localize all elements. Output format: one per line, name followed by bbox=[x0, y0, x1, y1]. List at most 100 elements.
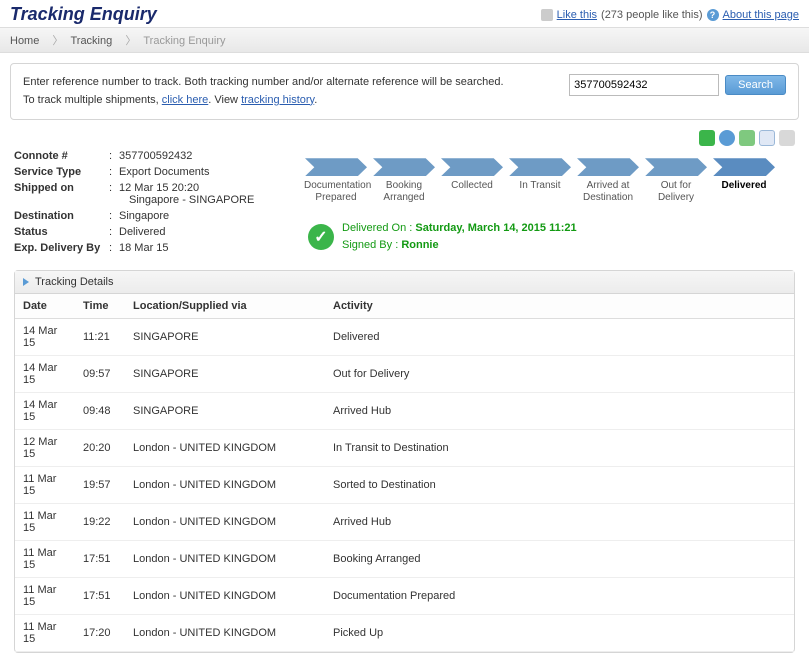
stage-arrow-icon bbox=[577, 158, 639, 176]
stage: Arrived at Destination bbox=[576, 158, 640, 204]
stage: Documentation Prepared bbox=[304, 158, 368, 204]
search-line1: Enter reference number to track. Both tr… bbox=[23, 74, 504, 92]
tracking-number-input[interactable] bbox=[569, 74, 719, 96]
help-icon: ? bbox=[707, 9, 719, 21]
stage-label: Delivered bbox=[712, 180, 776, 192]
cell-location: London - UNITED KINGDOM bbox=[125, 541, 325, 578]
breadcrumb: Home 〉 Tracking 〉 Tracking Enquiry bbox=[0, 27, 809, 53]
search-line2a: To track multiple shipments, bbox=[23, 94, 162, 106]
signed-by-value: Ronnie bbox=[401, 239, 438, 251]
exp-delivery-label: Exp. Delivery By bbox=[14, 242, 109, 254]
cell-activity: In Transit to Destination bbox=[325, 430, 794, 467]
excel-icon[interactable] bbox=[739, 130, 755, 146]
delivery-status: Delivered On : Saturday, March 14, 2015 … bbox=[342, 220, 577, 253]
shipped-on-origin: Singapore - SINGAPORE bbox=[119, 194, 254, 206]
stage-label: Documentation Prepared bbox=[304, 180, 368, 204]
destination-label: Destination bbox=[14, 210, 109, 222]
cell-activity: Delivered bbox=[325, 319, 794, 356]
cell-location: London - UNITED KINGDOM bbox=[125, 430, 325, 467]
col-location: Location/Supplied via bbox=[125, 294, 325, 319]
chevron-icon: 〉 bbox=[125, 35, 136, 47]
delivered-on-label: Delivered On : bbox=[342, 222, 412, 234]
table-row: 11 Mar 1517:51London - UNITED KINGDOMBoo… bbox=[15, 541, 794, 578]
print-icon[interactable] bbox=[779, 130, 795, 146]
stage-label: In Transit bbox=[508, 180, 572, 192]
cell-location: London - UNITED KINGDOM bbox=[125, 615, 325, 652]
col-time: Time bbox=[75, 294, 125, 319]
cell-time: 17:20 bbox=[75, 615, 125, 652]
cell-activity: Out for Delivery bbox=[325, 356, 794, 393]
search-button[interactable]: Search bbox=[725, 75, 786, 95]
tracking-table: Date Time Location/Supplied via Activity… bbox=[15, 294, 794, 652]
col-activity: Activity bbox=[325, 294, 794, 319]
stage-arrow-icon bbox=[305, 158, 367, 176]
cell-date: 14 Mar 15 bbox=[15, 393, 75, 430]
cell-time: 17:51 bbox=[75, 541, 125, 578]
cell-location: London - UNITED KINGDOM bbox=[125, 504, 325, 541]
like-count: (273 people like this) bbox=[601, 9, 703, 21]
about-link[interactable]: About this page bbox=[723, 9, 799, 21]
cell-activity: Documentation Prepared bbox=[325, 578, 794, 615]
globe-icon[interactable] bbox=[719, 130, 735, 146]
cell-location: London - UNITED KINGDOM bbox=[125, 467, 325, 504]
search-line2b: . View bbox=[208, 94, 241, 106]
table-row: 11 Mar 1517:20London - UNITED KINGDOMPic… bbox=[15, 615, 794, 652]
stage: Out for Delivery bbox=[644, 158, 708, 204]
check-icon: ✓ bbox=[308, 224, 334, 250]
stage-arrow-icon bbox=[509, 158, 571, 176]
cell-time: 09:57 bbox=[75, 356, 125, 393]
table-row: 11 Mar 1517:51London - UNITED KINGDOMDoc… bbox=[15, 578, 794, 615]
cell-location: SINGAPORE bbox=[125, 356, 325, 393]
email-icon[interactable] bbox=[759, 130, 775, 146]
service-type-value: Export Documents bbox=[119, 166, 209, 178]
connote-value: 357700592432 bbox=[119, 150, 192, 162]
like-link[interactable]: Like this bbox=[557, 9, 597, 21]
cell-date: 11 Mar 15 bbox=[15, 578, 75, 615]
cell-date: 11 Mar 15 bbox=[15, 504, 75, 541]
stage: Delivered bbox=[712, 158, 776, 204]
destination-value: Singapore bbox=[119, 210, 169, 222]
click-here-link[interactable]: click here bbox=[162, 94, 208, 106]
table-row: 12 Mar 1520:20London - UNITED KINGDOMIn … bbox=[15, 430, 794, 467]
status-value: Delivered bbox=[119, 226, 165, 238]
connote-label: Connote # bbox=[14, 150, 109, 162]
tracking-details-header[interactable]: Tracking Details bbox=[15, 271, 794, 294]
cell-date: 11 Mar 15 bbox=[15, 467, 75, 504]
cell-activity: Sorted to Destination bbox=[325, 467, 794, 504]
tracking-history-link[interactable]: tracking history bbox=[241, 94, 314, 106]
exp-delivery-value: 18 Mar 15 bbox=[119, 242, 169, 254]
shipment-details: Connote # : 357700592432 Service Type : … bbox=[14, 150, 284, 258]
cell-date: 11 Mar 15 bbox=[15, 541, 75, 578]
delivered-on-value: Saturday, March 14, 2015 11:21 bbox=[415, 222, 576, 234]
refresh-icon[interactable] bbox=[699, 130, 715, 146]
shipped-on-value: 12 Mar 15 20:20 bbox=[119, 182, 254, 194]
tracking-details-section: Tracking Details Date Time Location/Supp… bbox=[14, 270, 795, 653]
cell-time: 20:20 bbox=[75, 430, 125, 467]
chevron-icon: 〉 bbox=[52, 35, 63, 47]
cell-activity: Booking Arranged bbox=[325, 541, 794, 578]
table-row: 11 Mar 1519:22London - UNITED KINGDOMArr… bbox=[15, 504, 794, 541]
cell-time: 17:51 bbox=[75, 578, 125, 615]
service-type-label: Service Type bbox=[14, 166, 109, 178]
page-title: Tracking Enquiry bbox=[10, 4, 157, 25]
cell-location: London - UNITED KINGDOM bbox=[125, 578, 325, 615]
search-instructions: Enter reference number to track. Both tr… bbox=[23, 74, 504, 109]
cell-activity: Arrived Hub bbox=[325, 504, 794, 541]
cell-date: 11 Mar 15 bbox=[15, 615, 75, 652]
stage: Booking Arranged bbox=[372, 158, 436, 204]
stages-block: Documentation PreparedBooking ArrangedCo… bbox=[304, 150, 795, 258]
breadcrumb-home[interactable]: Home bbox=[10, 35, 39, 47]
cell-activity: Arrived Hub bbox=[325, 393, 794, 430]
tracking-details-title: Tracking Details bbox=[35, 276, 113, 288]
action-icons bbox=[0, 130, 809, 150]
search-panel: Enter reference number to track. Both tr… bbox=[10, 63, 799, 120]
expand-icon bbox=[23, 278, 29, 286]
breadcrumb-tracking[interactable]: Tracking bbox=[70, 35, 112, 47]
col-date: Date bbox=[15, 294, 75, 319]
cell-time: 11:21 bbox=[75, 319, 125, 356]
cell-location: SINGAPORE bbox=[125, 393, 325, 430]
cell-time: 09:48 bbox=[75, 393, 125, 430]
thumb-icon bbox=[541, 9, 553, 21]
header-right: Like this (273 people like this) ? About… bbox=[541, 9, 799, 21]
cell-time: 19:57 bbox=[75, 467, 125, 504]
